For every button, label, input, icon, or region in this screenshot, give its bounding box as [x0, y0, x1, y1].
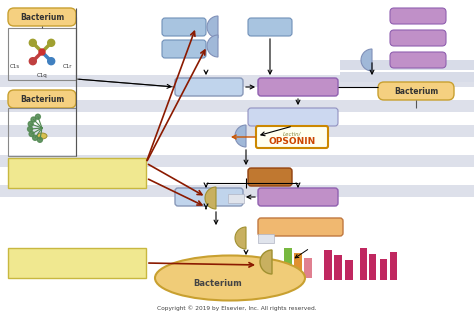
Bar	[0, 185, 474, 197]
Text: Bacterium: Bacterium	[193, 279, 242, 288]
FancyBboxPatch shape	[378, 82, 454, 100]
Text: Bacterium: Bacterium	[394, 86, 438, 95]
Bar	[294, 253, 302, 278]
Text: Bacterium: Bacterium	[20, 13, 64, 22]
Text: OPSONIN: OPSONIN	[268, 136, 316, 146]
Circle shape	[31, 117, 36, 122]
Bar	[345, 260, 353, 280]
FancyBboxPatch shape	[248, 108, 338, 126]
Bar	[0, 125, 474, 137]
Wedge shape	[235, 125, 246, 147]
Circle shape	[48, 39, 55, 46]
Bar	[340, 60, 474, 70]
Wedge shape	[260, 250, 272, 274]
Bar	[0, 75, 474, 87]
Bar	[8, 248, 146, 278]
Wedge shape	[207, 35, 218, 57]
Circle shape	[28, 121, 33, 126]
FancyBboxPatch shape	[390, 30, 446, 46]
Bar	[284, 248, 292, 278]
Circle shape	[29, 39, 36, 46]
FancyBboxPatch shape	[390, 8, 446, 24]
FancyBboxPatch shape	[248, 18, 292, 36]
Bar	[390, 252, 397, 280]
Bar	[334, 255, 342, 280]
Bar	[0, 155, 474, 167]
FancyBboxPatch shape	[175, 78, 243, 96]
FancyBboxPatch shape	[162, 18, 206, 36]
Bar	[360, 248, 367, 280]
FancyBboxPatch shape	[248, 168, 292, 186]
Text: C1s: C1s	[10, 64, 20, 69]
FancyBboxPatch shape	[175, 188, 243, 206]
Bar	[228, 194, 244, 203]
Ellipse shape	[37, 133, 47, 139]
Circle shape	[33, 135, 37, 140]
Bar	[369, 254, 376, 280]
FancyBboxPatch shape	[8, 8, 76, 26]
Bar	[8, 158, 146, 188]
Circle shape	[37, 137, 42, 142]
Bar	[380, 259, 387, 280]
Text: Copyright © 2019 by Elsevier, Inc. All rights reserved.: Copyright © 2019 by Elsevier, Inc. All r…	[157, 305, 317, 311]
Wedge shape	[207, 16, 218, 38]
FancyBboxPatch shape	[8, 90, 76, 108]
Circle shape	[29, 131, 34, 136]
FancyBboxPatch shape	[162, 40, 206, 58]
FancyBboxPatch shape	[258, 188, 338, 206]
Text: Lectin/: Lectin/	[283, 131, 301, 136]
Bar	[0, 100, 474, 112]
FancyBboxPatch shape	[390, 52, 446, 68]
Bar	[258, 234, 274, 243]
Bar	[340, 72, 474, 82]
FancyBboxPatch shape	[258, 78, 338, 96]
Wedge shape	[235, 227, 246, 249]
Bar	[8, 108, 76, 156]
Wedge shape	[205, 187, 216, 209]
Circle shape	[48, 58, 55, 65]
Wedge shape	[361, 49, 372, 71]
Bar	[324, 250, 332, 280]
Ellipse shape	[155, 255, 305, 300]
Circle shape	[27, 126, 33, 131]
Circle shape	[36, 114, 40, 119]
Text: C1q: C1q	[36, 74, 47, 79]
Bar	[304, 258, 312, 278]
FancyBboxPatch shape	[256, 126, 328, 148]
Circle shape	[29, 58, 36, 65]
FancyBboxPatch shape	[258, 218, 343, 236]
Text: C1r: C1r	[63, 64, 73, 69]
Bar	[8, 28, 76, 80]
Text: Bacterium: Bacterium	[20, 95, 64, 104]
Circle shape	[39, 49, 45, 55]
